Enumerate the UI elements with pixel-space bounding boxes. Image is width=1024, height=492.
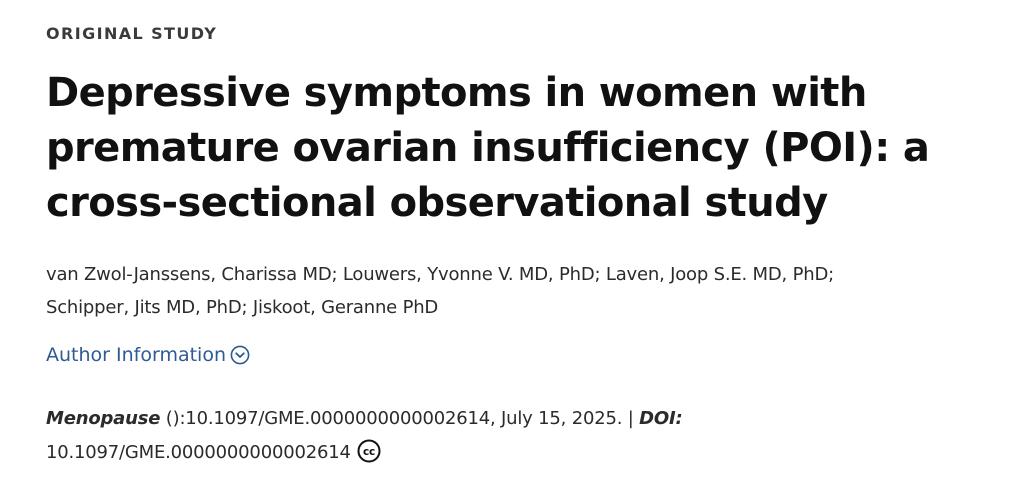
doi-value[interactable]: 10.1097/GME.0000000000002614: [46, 442, 351, 463]
authors-line-1: van Zwol-Janssens, Charissa MD; Louwers,…: [46, 264, 834, 285]
article-title: Depressive symptoms in women with premat…: [46, 70, 930, 226]
svg-text:cc: cc: [363, 446, 375, 458]
author-list: van Zwol-Janssens, Charissa MD; Louwers,…: [46, 258, 996, 324]
chevron-down-circle-icon: [230, 345, 250, 365]
authors-line-2: Schipper, Jits MD, PhD; Jiskoot, Geranne…: [46, 297, 439, 318]
citation-details: ():10.1097/GME.0000000000002614, July 15…: [160, 408, 640, 429]
creative-commons-icon[interactable]: cc: [357, 439, 381, 463]
article-type-label: ORIGINAL STUDY: [46, 24, 218, 43]
doi-label: DOI:: [639, 408, 683, 429]
author-information-label: Author Information: [46, 344, 226, 366]
citation: Menopause ():10.1097/GME.000000000000261…: [46, 402, 976, 470]
journal-name[interactable]: Menopause: [46, 408, 161, 429]
author-information-toggle[interactable]: Author Information: [46, 344, 250, 366]
